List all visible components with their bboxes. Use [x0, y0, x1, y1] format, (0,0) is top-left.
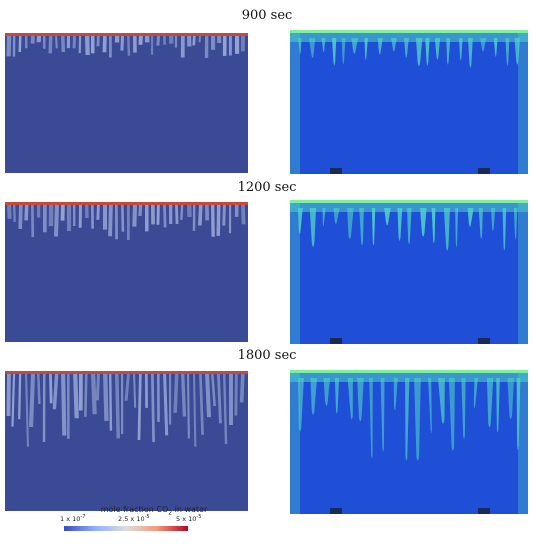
colorbar-title: mole fraction CO2 in water [100, 505, 208, 517]
colorbar [64, 526, 188, 531]
colorbar-tick-max: 5 x 10-5 [176, 514, 202, 524]
experiment-photo-1800 [290, 370, 528, 514]
time-label-1800: 1800 sec [237, 348, 297, 363]
time-label-900: 900 sec [241, 8, 293, 23]
time-label-1200: 1200 sec [237, 180, 297, 195]
experiment-photo-1200 [290, 200, 528, 344]
simulation-panel-1800 [5, 371, 248, 511]
simulation-panel-1200 [5, 202, 248, 342]
simulation-panel-900 [5, 33, 248, 173]
experiment-photo-900 [290, 30, 528, 174]
colorbar-tick-min: 1 x 10-7 [60, 514, 86, 524]
colorbar-tick-mid: 2.5 x 10-5 [118, 514, 150, 524]
